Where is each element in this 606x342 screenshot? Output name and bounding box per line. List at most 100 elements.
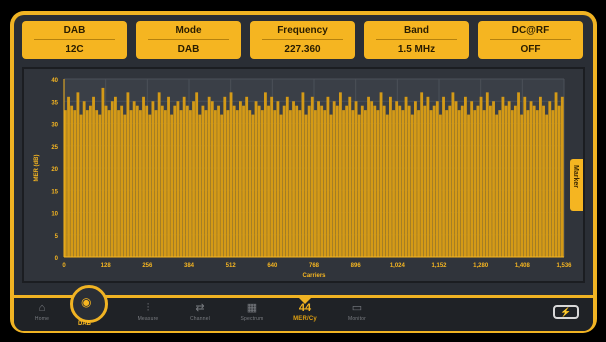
carrier-bar: [560, 96, 564, 257]
carrier-bar: [117, 110, 120, 258]
carrier-bar: [507, 101, 511, 257]
carrier-bar: [557, 105, 561, 257]
nav-spectrum[interactable]: ▦ Spectrum: [232, 301, 272, 329]
carrier-bar: [404, 96, 408, 257]
carrier-bar: [214, 110, 217, 258]
carrier-bar: [423, 105, 427, 257]
param-dc-rf[interactable]: DC@RF OFF: [478, 21, 583, 59]
carrier-bar: [420, 92, 424, 257]
nav-label: Channel: [189, 316, 211, 322]
nav-measure[interactable]: ⫶ Measure: [128, 301, 168, 329]
carrier-bar: [414, 101, 417, 257]
carrier-bar: [164, 110, 167, 258]
carrier-bar: [189, 110, 192, 258]
nav-home[interactable]: ⌂ Home: [22, 301, 62, 329]
carrier-bar: [492, 101, 495, 257]
nav-monitor[interactable]: ▭ Monitor: [337, 301, 377, 329]
marker-side-tab[interactable]: Marker: [570, 159, 583, 211]
carrier-bar: [282, 105, 286, 257]
x-tick-label: 1,536: [556, 263, 572, 269]
carrier-bar: [107, 110, 111, 258]
carrier-bar: [201, 105, 205, 257]
x-axis-label: Carriers: [302, 273, 326, 279]
carrier-bar: [173, 105, 177, 257]
carrier-bar: [517, 92, 520, 257]
carrier-bar: [464, 96, 467, 257]
carrier-bar: [226, 110, 230, 258]
param-dab-channel[interactable]: DAB 12C: [22, 21, 127, 59]
carrier-bar: [204, 110, 208, 258]
bottom-nav: ⌂ Home ◉ DAB ⫶ Measure ⇄ Channel ▦ Spect…: [14, 285, 593, 331]
carrier-bar: [245, 96, 249, 257]
param-band[interactable]: Band 1.5 MHz: [364, 21, 469, 59]
screen: DAB 12C Mode DAB Frequency 227.360 Band …: [14, 15, 593, 331]
carrier-bar: [520, 114, 524, 257]
carrier-bar: [510, 110, 514, 258]
carrier-bar: [98, 114, 102, 257]
y-tick-label: 15: [51, 189, 58, 195]
carrier-bar: [85, 110, 89, 258]
x-tick-label: 128: [101, 263, 112, 269]
carrier-bar: [217, 105, 220, 257]
carrier-bar: [379, 92, 383, 257]
carrier-bar: [157, 92, 161, 257]
carrier-bar: [295, 105, 299, 257]
y-tick-label: 25: [51, 145, 58, 151]
carrier-bar: [339, 92, 342, 257]
carrier-bar: [267, 105, 270, 257]
carrier-bar: [120, 105, 124, 257]
carrier-bar: [229, 92, 233, 257]
param-value: 1.5 MHz: [397, 44, 436, 55]
carrier-bar: [89, 105, 92, 257]
carrier-bar: [185, 105, 189, 257]
carrier-bar: [220, 114, 224, 257]
carrier-bar: [207, 96, 211, 257]
carrier-bar: [192, 101, 195, 257]
carrier-bar: [257, 105, 261, 257]
nav-channel[interactable]: ⇄ Channel: [180, 301, 220, 329]
param-frequency[interactable]: Frequency 227.360: [250, 21, 355, 59]
carrier-bar: [545, 114, 549, 257]
carrier-bar: [548, 101, 552, 257]
carrier-bar: [298, 110, 302, 258]
nav-dab-bubble[interactable]: ◉: [70, 285, 108, 323]
carrier-bar: [248, 110, 252, 258]
monitor-icon: ▭: [351, 302, 363, 314]
carrier-bar: [460, 105, 464, 257]
x-tick-label: 1,408: [515, 263, 531, 269]
carrier-bar: [67, 96, 70, 257]
carrier-bar: [529, 101, 533, 257]
param-mode[interactable]: Mode DAB: [136, 21, 241, 59]
carrier-bar: [435, 101, 439, 257]
carrier-bar: [392, 110, 395, 258]
carrier-bar: [251, 114, 255, 257]
carrier-bar: [485, 92, 489, 257]
active-tab-notch: [299, 298, 311, 304]
carrier-bar: [495, 114, 499, 257]
x-tick-label: 896: [351, 263, 362, 269]
carrier-bar: [232, 105, 236, 257]
x-tick-label: 384: [184, 263, 195, 269]
nav-label: Measure: [137, 316, 159, 322]
carrier-bar: [142, 96, 145, 257]
nav-mer-carriers[interactable]: 44 MER/Cy: [285, 301, 325, 329]
x-tick-label: 256: [142, 263, 153, 269]
x-tick-label: 0: [62, 263, 66, 269]
y-tick-label: 30: [51, 123, 58, 129]
carrier-bar: [401, 110, 405, 258]
carrier-bar: [223, 96, 227, 257]
carrier-bar: [73, 110, 77, 258]
carrier-bar: [382, 105, 386, 257]
carrier-bar: [535, 110, 539, 258]
carrier-bar: [148, 114, 152, 257]
carrier-bar: [473, 110, 477, 258]
carrier-bar: [326, 96, 330, 257]
carrier-bar: [395, 101, 399, 257]
carrier-bar: [132, 101, 136, 257]
x-tick-label: 1,280: [473, 263, 489, 269]
carrier-bar: [104, 105, 108, 257]
mer-chart: 40 35 30 25 20 15 10 5 00 128 256 384 512 640 768 896 1,…: [34, 78, 572, 279]
carrier-bar: [135, 105, 139, 257]
carrier-bar: [342, 110, 345, 258]
carrier-bar: [479, 96, 483, 257]
